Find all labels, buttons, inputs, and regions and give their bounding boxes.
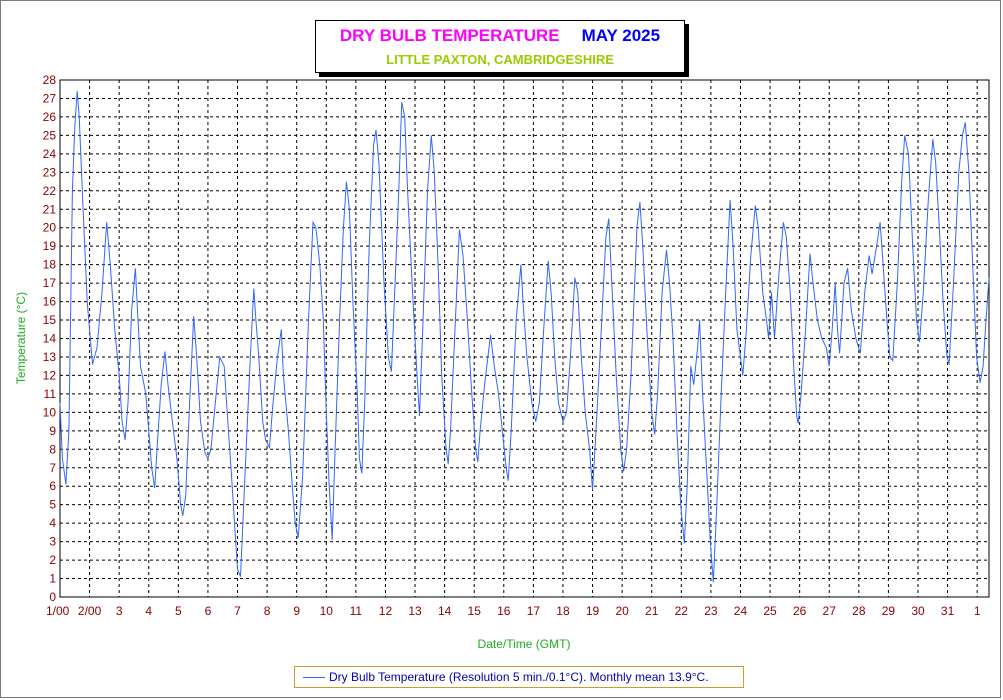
y-tick-label: 5: [49, 498, 56, 512]
chart-title: DRY BULB TEMPERATURE: [339, 26, 560, 45]
chart-subtitle: LITTLE PAXTON, CAMBRIDGESHIRE: [386, 52, 614, 67]
y-axis-title: Temperature (°C): [14, 292, 28, 384]
x-tick-label: 12: [379, 604, 393, 618]
y-tick-label: 7: [49, 461, 56, 475]
x-tick-label: 22: [675, 604, 689, 618]
x-tick-label: 19: [586, 604, 600, 618]
x-tick-label: 27: [823, 604, 837, 618]
y-tick-label: 11: [44, 387, 57, 401]
x-tick-label: 8: [264, 604, 271, 618]
y-tick-label: 13: [43, 350, 57, 364]
x-tick-label: 16: [497, 604, 511, 618]
x-tick-label: 17: [527, 604, 541, 618]
y-tick-label: 6: [49, 479, 56, 493]
y-tick-label: 10: [43, 405, 57, 419]
y-tick-label: 24: [43, 147, 57, 161]
x-tick-label: 24: [734, 604, 748, 618]
x-tick-label: 25: [763, 604, 777, 618]
y-tick-label: 28: [43, 73, 57, 87]
y-tick-label: 3: [49, 535, 56, 549]
x-tick-label: 6: [205, 604, 212, 618]
x-tick-label: 23: [704, 604, 718, 618]
y-tick-label: 0: [49, 590, 56, 604]
series-line-dry-bulb-temperature: [59, 91, 990, 583]
y-tick-labels: 0123456789101112131415161718192021222324…: [43, 73, 57, 604]
plot-area: [59, 79, 990, 598]
legend-swatch: [303, 677, 325, 678]
y-tick-label: 20: [43, 221, 57, 235]
y-tick-label: 9: [49, 424, 56, 438]
x-tick-label: 28: [852, 604, 866, 618]
y-tick-label: 1: [49, 572, 56, 586]
chart-month: MAY 2025: [581, 26, 661, 45]
x-tick-label: 2/00: [78, 604, 102, 618]
title-line: DRY BULB TEMPERATURE MAY 2025: [316, 26, 684, 46]
x-axis-title: Date/Time (GMT): [478, 637, 571, 651]
y-tick-label: 8: [49, 442, 56, 456]
x-tick-label: 13: [408, 604, 422, 618]
y-tick-label: 19: [43, 239, 57, 253]
x-tick-label: 20: [615, 604, 629, 618]
plot-border: [59, 79, 990, 598]
x-tick-label: 31: [941, 604, 955, 618]
y-tick-label: 16: [43, 295, 57, 309]
x-tick-label: 11: [350, 604, 363, 618]
y-tick-label: 12: [43, 368, 57, 382]
y-tick-label: 21: [43, 202, 57, 216]
legend: Dry Bulb Temperature (Resolution 5 min./…: [294, 666, 744, 688]
x-tick-label: 29: [882, 604, 896, 618]
y-tick-label: 18: [43, 258, 57, 272]
x-tick-label: 14: [438, 604, 452, 618]
x-tick-labels: 1/00 2/00 3 4 5 6 7 8 9 10 11 12 13 14 15 16 17 18 19 20 21 2…: [46, 604, 981, 618]
x-tick-label: 7: [234, 604, 241, 618]
y-tick-label: 4: [49, 516, 56, 530]
y-tick-label: 25: [43, 128, 57, 142]
y-tick-label: 23: [43, 165, 57, 179]
x-tick-label: 30: [911, 604, 925, 618]
x-tick-label: 21: [645, 604, 659, 618]
y-tick-label: 17: [43, 276, 57, 290]
y-tick-label: 26: [43, 110, 57, 124]
y-tick-label: 27: [43, 91, 57, 105]
legend-label: Dry Bulb Temperature (Resolution 5 min./…: [329, 670, 709, 684]
x-tick-label: 18: [556, 604, 570, 618]
x-tick-label: 9: [293, 604, 300, 618]
x-tick-label: 10: [320, 604, 334, 618]
grid-lines: [59, 79, 989, 598]
y-tick-label: 14: [43, 332, 57, 346]
y-tick-label: 15: [43, 313, 57, 327]
x-tick-label: 3: [116, 604, 123, 618]
x-tick-label: 5: [175, 604, 182, 618]
y-tick-label: 22: [43, 184, 57, 198]
y-tick-label: 2: [49, 553, 56, 567]
x-tick-label: 15: [468, 604, 482, 618]
x-tick-label: 26: [793, 604, 807, 618]
title-box: DRY BULB TEMPERATURE MAY 2025 LITTLE PAXT…: [315, 20, 685, 73]
x-tick-label: 4: [145, 604, 152, 618]
x-tick-label: 1: [974, 604, 981, 618]
x-tick-label: 1/00: [46, 604, 70, 618]
